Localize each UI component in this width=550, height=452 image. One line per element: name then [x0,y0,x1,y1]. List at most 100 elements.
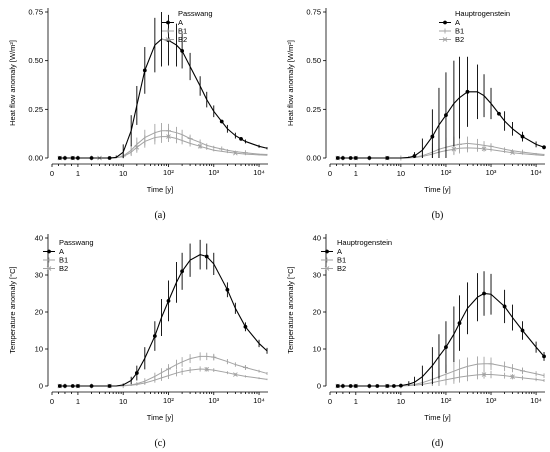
y-tick-label: 30 [313,271,321,280]
marker-x [165,37,171,42]
y-tick-label: 0.75 [306,8,321,17]
panel-caption: (c) [154,438,165,449]
y-tick-label: 10 [313,345,321,354]
marker-dot [412,154,417,158]
x-tick-label: 10² [163,168,174,177]
legend-label: B1 [59,256,68,265]
marker-dot [457,321,462,325]
marker-dot [341,156,345,160]
legend-item-b2: B2 [439,35,464,44]
marker-dot [243,324,248,329]
legend-item-b2: B2 [43,264,68,273]
series-line [337,91,545,159]
legend-item-b2: B2 [162,35,187,44]
marker-dot [502,304,507,309]
marker-dot [166,299,171,303]
legend-item-b1: B1 [321,256,346,265]
x-tick-label: 10 [397,397,405,406]
marker-dot [70,384,75,388]
marker-dot [180,269,185,274]
series-a [57,12,268,160]
series-line [59,38,268,159]
marker-dot [443,20,447,25]
y-axis-title: Heat flow anomaly [W/m²] [286,40,295,126]
marker-plus [442,28,448,34]
legend-title: Passwang [59,238,94,247]
marker-dot [353,156,358,160]
series-a [57,239,268,388]
marker-plus [488,143,494,149]
legend-item-b2: B2 [321,264,346,273]
marker-dot [239,137,243,141]
x-tick-label: 10³ [208,396,219,405]
series-b2 [335,370,545,389]
marker-x [481,372,487,377]
chart-panel-b: 0.00 0.25 0.50 0.75 0 1 10 10² 10³ 10⁴ Time [y] Hea… [286,8,546,221]
y-axis-title: Heat flow anomaly [W/m²] [8,40,17,126]
marker-dot [142,68,147,73]
marker-dot [353,384,358,388]
y-tick-label: 0.00 [306,154,321,163]
legend-item-a: A [162,18,183,27]
chart-panel-c: 0 10 20 30 40 0 1 10 10² 10³ 10⁴ Time [y] Temperatur… [8,234,268,449]
y-tick-label: 0.50 [306,56,321,65]
marker-dot [134,371,139,375]
marker-plus [324,257,330,263]
legend-label: B2 [337,264,346,273]
legend-label: B1 [455,27,464,36]
marker-dot [465,89,470,94]
legend-item-a: A [439,18,460,27]
x-tick-label: 10² [441,396,452,405]
marker-dot [542,354,546,359]
legend-label: A [337,247,342,256]
x-tick-label: 0 [328,169,332,178]
marker-dot [180,49,185,53]
panel-caption: (b) [432,210,444,221]
x-tick-label: 10⁴ [530,396,542,405]
marker-dot [542,145,546,150]
legend-label: A [178,18,183,27]
marker-dot [63,384,67,388]
legend-label: B1 [178,27,187,36]
x-tick-label: 10 [119,397,127,406]
series-b2 [57,366,268,389]
panel-caption: (a) [154,210,165,221]
marker-x [204,367,210,372]
marker-plus [457,141,463,147]
legend-label: B2 [178,35,187,44]
marker-plus [165,28,171,34]
marker-dot [520,328,525,333]
marker-plus [520,149,526,155]
marker-dot [89,156,94,160]
marker-plus [520,368,526,374]
y-axis-title: Temperature anomaly [°C] [286,266,295,353]
x-axis-title: Time [y] [147,185,173,194]
marker-dot [335,156,340,160]
x-tick-label: 0 [50,397,54,406]
marker-x [510,374,515,380]
marker-plus [242,150,248,156]
x-tick-label: 10 [397,169,405,178]
marker-dot [152,334,157,338]
marker-dot [497,111,501,116]
marker-dot [430,134,435,139]
x-tick-label: 0 [50,169,54,178]
marker-dot [398,383,403,388]
marker-dot [204,254,209,259]
x-tick-label: 0 [328,397,332,406]
y-tick-label: 20 [35,308,43,317]
legend-label: B1 [337,256,346,265]
marker-plus [242,365,248,370]
y-tick-label: 0.25 [306,105,321,114]
marker-dot [444,345,448,350]
marker-dot [444,113,448,118]
x-tick-label: 10³ [486,168,497,177]
y-tick-label: 0 [317,382,321,391]
marker-x [46,266,52,271]
legend-item-b1: B1 [43,256,68,265]
x-tick-label: 10⁴ [253,168,265,177]
x-axis-title: Time [y] [147,413,173,422]
legend-title: Passwang [178,9,213,18]
marker-dot [107,156,112,160]
